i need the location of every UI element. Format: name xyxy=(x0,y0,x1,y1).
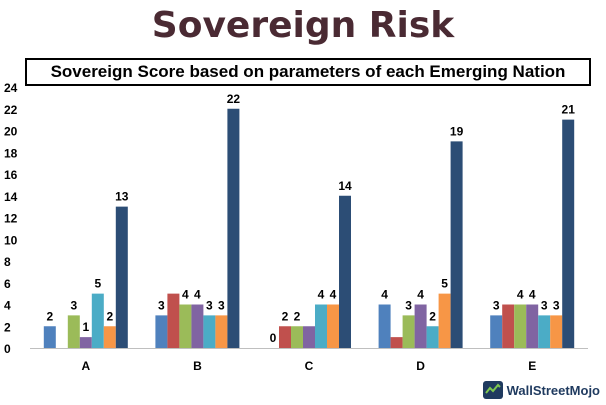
x-tick-label: A xyxy=(81,359,90,373)
x-tick-label: C xyxy=(305,359,314,373)
bar xyxy=(215,315,228,348)
data-label: 1 xyxy=(82,320,89,334)
data-label: 5 xyxy=(94,277,101,291)
data-label: 4 xyxy=(529,288,536,302)
watermark-text: WallStreetMojo xyxy=(506,382,600,398)
bar xyxy=(79,337,92,348)
y-tick-label: 0 xyxy=(4,342,11,356)
bar xyxy=(315,304,327,348)
wallstreetmojo-logo-icon xyxy=(482,381,503,399)
y-tick-label: 14 xyxy=(4,190,18,204)
x-tick-label: D xyxy=(416,359,425,373)
y-tick-label: 4 xyxy=(4,299,11,313)
y-tick-label: 20 xyxy=(4,125,18,139)
y-tick-label: 12 xyxy=(4,212,18,226)
data-label: 2 xyxy=(46,309,53,323)
bar xyxy=(115,206,128,348)
watermark-logo: WallStreetMojo xyxy=(482,381,600,399)
bar xyxy=(103,326,116,348)
y-tick-label: 24 xyxy=(4,81,18,95)
bars-group xyxy=(43,108,575,348)
y-tick-label: 22 xyxy=(4,103,18,117)
data-label: 3 xyxy=(553,298,560,312)
data-label: 4 xyxy=(417,288,424,302)
bar xyxy=(203,315,216,348)
data-label: 13 xyxy=(115,190,129,204)
data-label: 22 xyxy=(227,92,241,106)
data-label: 5 xyxy=(441,277,448,291)
bar xyxy=(43,326,56,348)
chart-title: Sovereign Score based on parameters of e… xyxy=(25,58,591,86)
bar xyxy=(191,304,204,348)
y-tick-label: 8 xyxy=(4,255,11,269)
data-label: 3 xyxy=(218,298,225,312)
bar xyxy=(438,293,451,348)
x-axis: A B C D E xyxy=(30,348,588,373)
bar xyxy=(155,315,168,348)
bar xyxy=(179,304,192,348)
data-label: 3 xyxy=(158,298,165,312)
data-label: 2 xyxy=(106,309,113,323)
bar xyxy=(526,304,539,348)
data-label: 4 xyxy=(330,288,337,302)
data-label: 14 xyxy=(338,179,352,193)
bar xyxy=(514,304,527,348)
data-label: 2 xyxy=(282,309,289,323)
data-label: 3 xyxy=(405,298,412,312)
bar xyxy=(339,195,351,348)
bar xyxy=(327,304,339,348)
bar xyxy=(167,293,180,348)
bar xyxy=(562,119,575,348)
bar xyxy=(414,304,427,348)
bar xyxy=(91,293,104,348)
y-tick-label: 2 xyxy=(4,320,11,334)
bar xyxy=(550,315,563,348)
bar xyxy=(450,141,463,348)
bar xyxy=(303,326,315,348)
bar xyxy=(490,315,503,348)
data-label: 0 xyxy=(270,331,277,345)
x-tick-label: B xyxy=(193,359,202,373)
bar xyxy=(291,326,303,348)
x-tick-label: E xyxy=(528,359,536,373)
bar xyxy=(390,337,403,348)
page-title: Sovereign Risk xyxy=(151,5,455,46)
bar xyxy=(378,304,391,348)
y-tick-label: 16 xyxy=(4,168,18,182)
data-label: 19 xyxy=(450,124,464,138)
data-label: 2 xyxy=(429,309,436,323)
y-tick-label: 18 xyxy=(4,146,18,160)
bar xyxy=(402,315,415,348)
data-label: 3 xyxy=(493,298,500,312)
bar xyxy=(67,315,80,348)
y-tick-label: 10 xyxy=(4,233,18,247)
data-label: 3 xyxy=(206,298,213,312)
data-label: 4 xyxy=(318,288,325,302)
y-tick-label: 6 xyxy=(4,277,11,291)
bar xyxy=(538,315,551,348)
bar xyxy=(502,304,515,348)
bar xyxy=(426,326,439,348)
data-label: 3 xyxy=(541,298,548,312)
bar xyxy=(227,108,240,348)
data-label: 21 xyxy=(562,103,576,117)
bar xyxy=(279,326,291,348)
data-label: 3 xyxy=(70,298,77,312)
data-label: 2 xyxy=(294,309,301,323)
data-label: 4 xyxy=(517,288,524,302)
data-label: 4 xyxy=(381,288,388,302)
data-label: 4 xyxy=(194,288,201,302)
data-label: 4 xyxy=(182,288,189,302)
